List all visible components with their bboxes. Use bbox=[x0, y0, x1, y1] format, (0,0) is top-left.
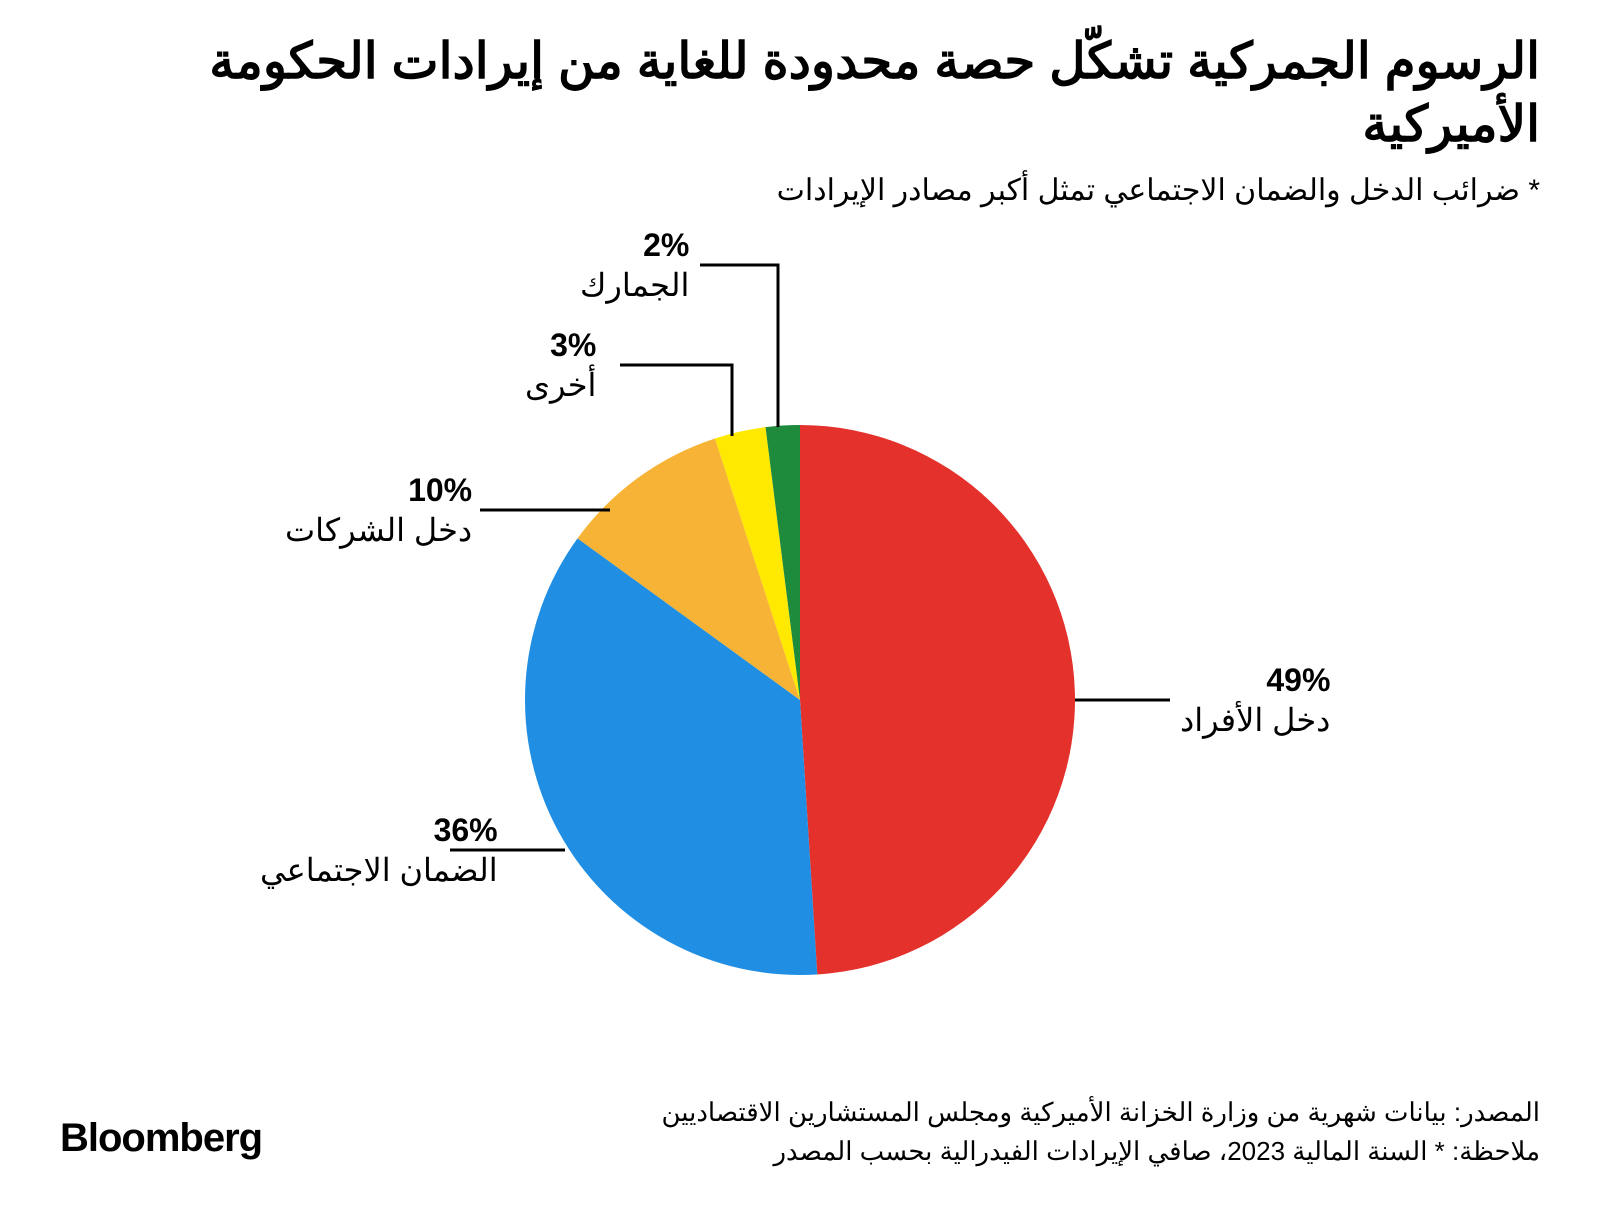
slice-name: دخل الأفراد bbox=[1180, 700, 1330, 740]
slice-label: 49%دخل الأفراد bbox=[1180, 660, 1330, 740]
slice-label: 3%أخرى bbox=[525, 325, 596, 405]
slice-label: 10%دخل الشركات bbox=[285, 470, 472, 550]
slice-name: الضمان الاجتماعي bbox=[260, 850, 498, 890]
slice-name: الجمارك bbox=[580, 265, 689, 305]
chart-subtitle: * ضرائب الدخل والضمان الاجتماعي تمثل أكب… bbox=[60, 173, 1540, 208]
slice-percent: 2% bbox=[580, 225, 689, 265]
brand-logo: Bloomberg bbox=[60, 1116, 262, 1161]
note-text: ملاحظة: * السنة المالية 2023، صافي الإير… bbox=[60, 1132, 1540, 1171]
slice-percent: 3% bbox=[525, 325, 596, 365]
leader-line bbox=[700, 265, 778, 427]
slice-percent: 10% bbox=[285, 470, 472, 510]
source-text: المصدر: بيانات شهرية من وزارة الخزانة ال… bbox=[60, 1093, 1540, 1132]
chart-title: الرسوم الجمركية تشكّل حصة محدودة للغاية … bbox=[60, 30, 1540, 155]
leader-line bbox=[620, 365, 732, 436]
pie-chart: 49%دخل الأفراد36%الضمان الاجتماعي10%دخل … bbox=[0, 230, 1600, 1050]
slice-name: دخل الشركات bbox=[285, 510, 472, 550]
pie-slice bbox=[800, 425, 1075, 974]
slice-percent: 49% bbox=[1180, 660, 1330, 700]
slice-percent: 36% bbox=[260, 810, 498, 850]
slice-label: 36%الضمان الاجتماعي bbox=[260, 810, 498, 890]
slice-name: أخرى bbox=[525, 365, 596, 405]
slice-label: 2%الجمارك bbox=[580, 225, 689, 305]
pie-svg bbox=[0, 230, 1600, 1050]
